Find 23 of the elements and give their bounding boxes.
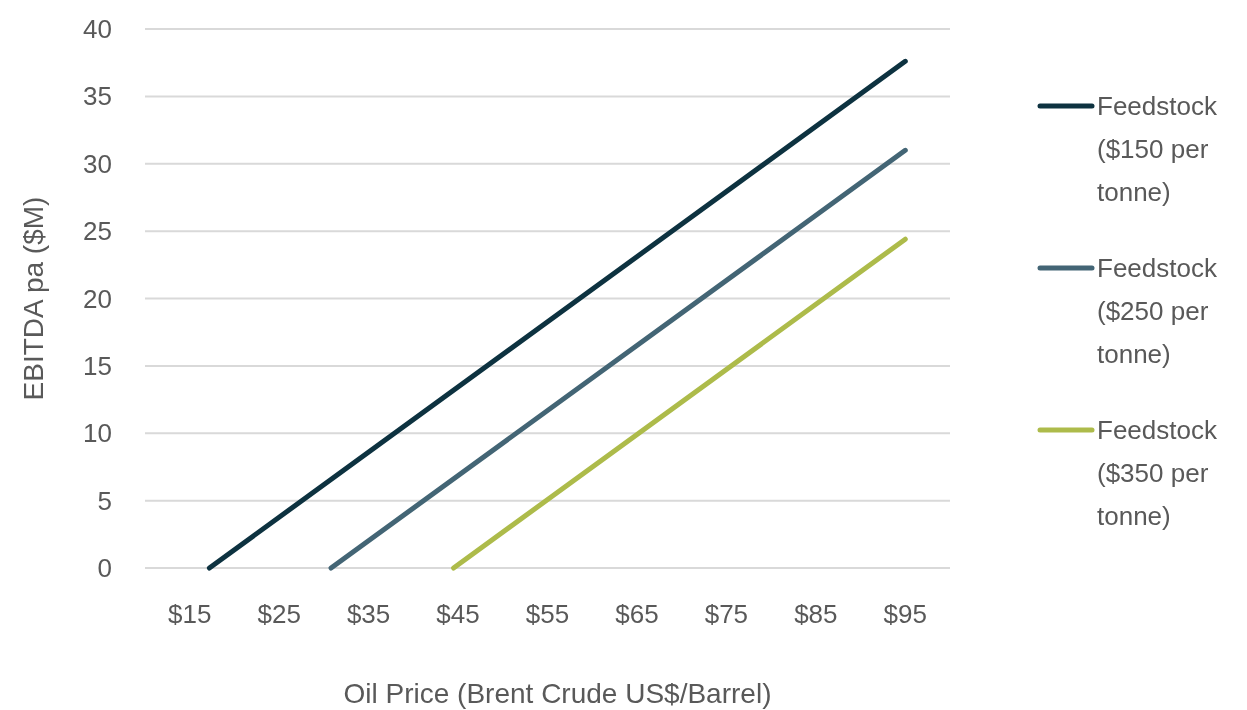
y-tick-label: 30 [83, 148, 112, 179]
y-tick-label: 10 [83, 418, 112, 449]
x-tick-label: $75 [704, 599, 749, 629]
y-tick-label: 15 [83, 350, 112, 381]
y-axis-title: EBITDA pa ($M) [18, 196, 49, 401]
x-tick-label: $65 [615, 599, 659, 629]
x-tick-label: $95 [883, 599, 927, 629]
y-tick-label: 40 [83, 14, 112, 45]
x-axis-title: Oil Price (Brent Crude US$/Barrel) [343, 678, 772, 709]
x-tick-label: $35 [346, 599, 391, 629]
y-tick-label: 0 [97, 553, 112, 584]
x-tick-label: $25 [257, 599, 301, 629]
y-tick-label: 20 [83, 283, 112, 314]
y-tick-label: 5 [97, 485, 112, 516]
x-tick-label: $15 [168, 599, 212, 629]
legend-label: Feedstock ($150 per tonne) [1097, 91, 1218, 208]
x-tick-label: $55 [525, 599, 570, 629]
x-tick-label: $85 [794, 599, 838, 629]
legend-label: Feedstock ($250 per tonne) [1097, 253, 1218, 370]
x-tick-label: $45 [436, 599, 480, 629]
legend-label: Feedstock ($350 per tonne) [1097, 415, 1218, 532]
y-tick-label: 25 [83, 216, 112, 247]
y-tick-label: 35 [83, 81, 112, 112]
